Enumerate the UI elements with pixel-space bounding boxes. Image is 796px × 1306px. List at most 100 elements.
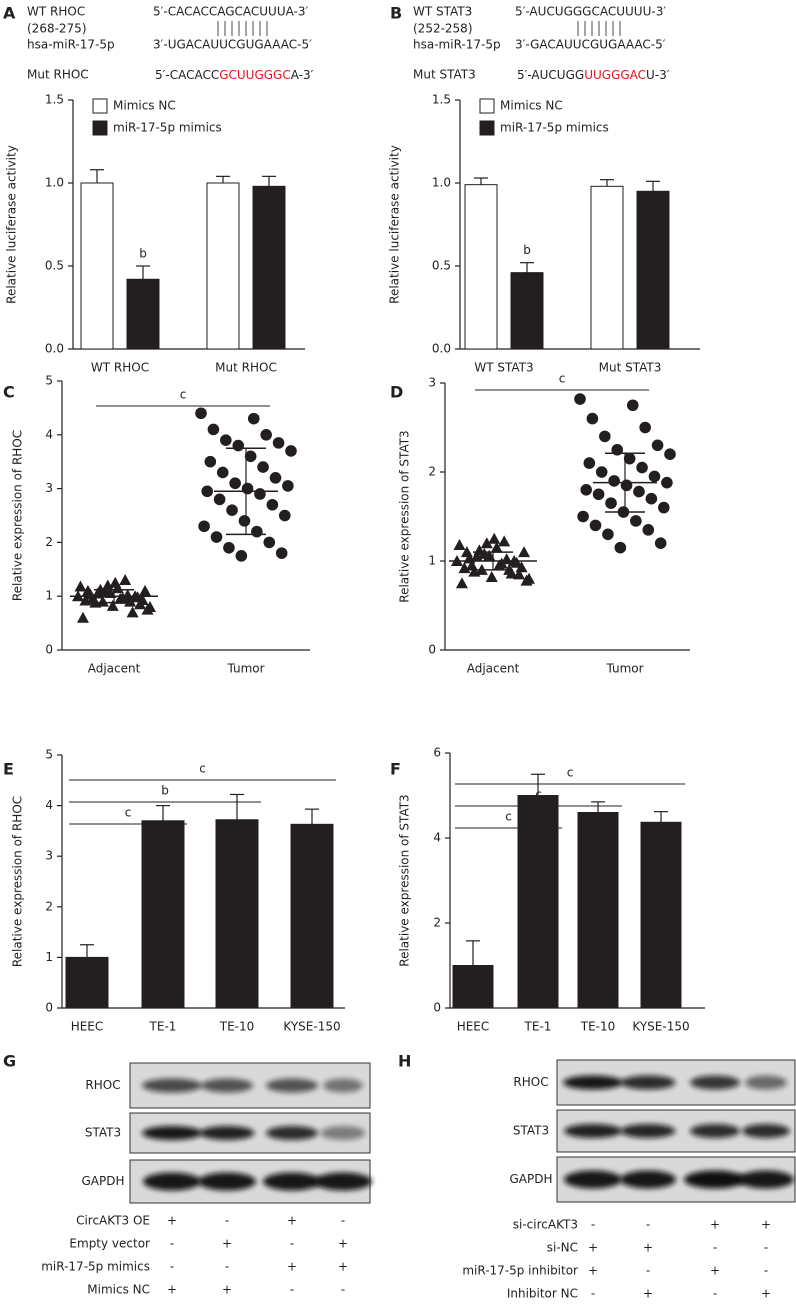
- condition-sign: +: [588, 1264, 598, 1278]
- data-point: [580, 484, 593, 496]
- data-point: [119, 574, 132, 586]
- condition-sign: -: [225, 1260, 229, 1274]
- condition-sign: -: [713, 1241, 717, 1255]
- data-point: [661, 476, 673, 489]
- y-tick-label: 3: [45, 481, 53, 495]
- bar: [65, 956, 109, 1009]
- significance-label: c: [567, 766, 574, 780]
- mutant-sequence-part: U-3′: [646, 68, 670, 82]
- data-point: [201, 485, 214, 498]
- data-point: [260, 429, 272, 441]
- condition-label: si-NC: [547, 1241, 578, 1255]
- protein-label: RHOC: [85, 1078, 120, 1092]
- x-tick-label: WT STAT3: [474, 361, 533, 375]
- y-tick-label: 0.0: [432, 342, 451, 356]
- legend-label: Mimics NC: [500, 99, 563, 113]
- legend-swatch: [479, 120, 495, 136]
- protein-label: STAT3: [513, 1124, 549, 1138]
- bar: [636, 190, 670, 350]
- data-point: [651, 439, 664, 452]
- legend-swatch: [479, 98, 495, 114]
- bar: [517, 795, 559, 1009]
- blot-band: [263, 1172, 321, 1191]
- data-point: [226, 504, 238, 516]
- protein-label: GAPDH: [81, 1174, 124, 1188]
- data-point: [648, 470, 661, 483]
- data-point: [213, 493, 226, 506]
- blot-band: [620, 1124, 676, 1138]
- blot-band: [564, 1124, 622, 1138]
- data-point: [608, 475, 620, 487]
- data-point: [216, 466, 229, 479]
- data-point: [639, 421, 651, 434]
- condition-label: miR-17-5p inhibitor: [462, 1264, 578, 1278]
- y-tick-label: 2: [45, 899, 53, 913]
- condition-label: CircAKT3 OE: [76, 1214, 150, 1228]
- sequence-range: (252-258): [413, 22, 473, 36]
- sequence-label: WT RHOC: [27, 5, 85, 19]
- x-tick-label: KYSE-150: [283, 1020, 340, 1034]
- data-point: [76, 611, 89, 623]
- mutant-sequence-part: GCUUGGGC: [219, 68, 291, 82]
- data-point: [204, 455, 217, 468]
- bar: [290, 823, 334, 1009]
- x-tick-label: TE-10: [219, 1020, 255, 1034]
- data-point: [465, 559, 478, 571]
- condition-sign: +: [338, 1260, 348, 1274]
- x-tick-label: HEEC: [71, 1020, 104, 1034]
- data-point: [654, 537, 667, 549]
- y-tick-label: 4: [45, 427, 53, 441]
- y-tick-label: 1: [45, 589, 53, 603]
- condition-sign: -: [591, 1218, 595, 1232]
- data-point: [106, 599, 119, 611]
- mirna-sequence: 3′-UGACAUUCGUGAAAC-5′: [153, 38, 312, 52]
- wt-sequence: 5′-AUCUGGGCACUUUU-3′: [515, 5, 666, 19]
- y-tick-label: 5: [45, 374, 53, 388]
- blot-band: [684, 1170, 746, 1189]
- data-point: [630, 515, 642, 527]
- mutant-sequence-part: A-3′: [291, 68, 314, 82]
- blot-band: [198, 1172, 256, 1191]
- condition-sign: +: [588, 1241, 598, 1255]
- condition-sign: -: [591, 1287, 595, 1301]
- condition-sign: +: [287, 1260, 297, 1274]
- panel-label: D: [390, 383, 403, 402]
- data-point: [520, 574, 533, 586]
- blot-band: [690, 1124, 740, 1138]
- y-tick-label: 2: [428, 465, 436, 479]
- mutant-label: Mut RHOC: [27, 68, 89, 82]
- data-point: [251, 525, 263, 538]
- bar: [206, 182, 240, 350]
- y-tick-label: 1: [45, 950, 53, 964]
- data-point: [104, 586, 117, 598]
- data-point: [232, 439, 245, 452]
- data-point: [141, 603, 154, 615]
- data-point: [498, 535, 511, 547]
- sequence-label: WT STAT3: [413, 5, 472, 19]
- x-tick-label: KYSE-150: [632, 1020, 689, 1034]
- bar: [80, 182, 114, 350]
- bar: [215, 819, 259, 1009]
- mutant-sequence-part: UUGGGAC: [584, 68, 646, 82]
- y-tick-label: 4: [433, 831, 441, 845]
- data-point: [664, 448, 676, 461]
- data-point: [483, 549, 496, 561]
- blot-band: [563, 1075, 623, 1090]
- legend-swatch: [92, 120, 108, 136]
- bar: [590, 185, 624, 350]
- data-point: [623, 452, 636, 465]
- data-point: [210, 531, 223, 543]
- panel-label: F: [390, 760, 401, 779]
- condition-sign: -: [225, 1214, 229, 1228]
- y-axis-title: Relative expression of STAT3: [398, 794, 412, 966]
- condition-sign: +: [222, 1283, 232, 1297]
- data-point: [247, 412, 260, 425]
- y-tick-label: 2: [45, 535, 53, 549]
- data-point: [642, 524, 655, 536]
- blot-band: [142, 1126, 202, 1140]
- data-point: [263, 536, 276, 549]
- condition-label: Inhibitor NC: [507, 1287, 578, 1301]
- data-point: [495, 557, 508, 569]
- y-tick-label: 1: [428, 554, 436, 568]
